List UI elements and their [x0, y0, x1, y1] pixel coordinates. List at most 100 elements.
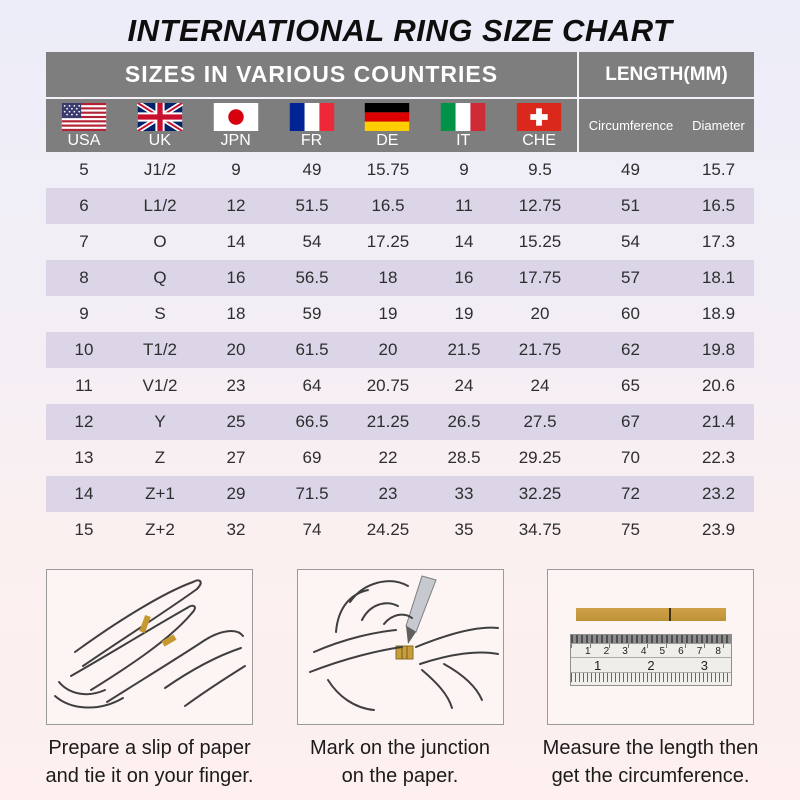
circumference-column-header: Circumference — [588, 118, 674, 133]
caption-line: Measure the length then — [542, 737, 759, 759]
ruler-bottom-scale: 1 2 3 — [571, 657, 731, 673]
caption-line: Prepare a slip of paper — [48, 737, 251, 759]
cell-de: 15.75 — [366, 160, 410, 179]
cell-de: 20.75 — [366, 376, 410, 395]
cell-uk: Z — [154, 448, 166, 467]
uk-flag-icon — [136, 103, 183, 131]
cell-usa: 10 — [74, 340, 94, 359]
cell-usa: 9 — [79, 304, 89, 323]
cell-uk: Z+1 — [145, 484, 175, 503]
ruler-number: 2 — [603, 646, 610, 657]
cell-che: 17.75 — [518, 268, 562, 287]
length-columns: Circumference Diameter — [579, 99, 754, 152]
cell-circumference: 67 — [621, 412, 640, 431]
cell-it: 11 — [455, 196, 473, 215]
cell-fr: 56.5 — [295, 268, 329, 287]
cell-che: 29.25 — [518, 448, 562, 467]
cell-de: 17.25 — [366, 232, 410, 251]
cell-fr: 49 — [302, 160, 322, 179]
cell-jpn: 18 — [226, 304, 246, 323]
table-row: 8 Q 16 56.5 18 16 17.75 57 18.1 — [46, 260, 754, 296]
germany-flag-icon — [365, 103, 410, 131]
pen-icon — [404, 575, 437, 633]
cell-usa: 5 — [79, 160, 89, 179]
japan-flag-icon — [213, 103, 258, 131]
table-row: 9 S 18 59 19 19 20 60 18.9 — [46, 296, 754, 332]
cell-diameter: 18.9 — [701, 304, 736, 323]
cell-diameter: 23.9 — [701, 520, 736, 539]
table-row: 6 L1/2 12 51.5 16.5 11 12.75 51 16.5 — [46, 188, 754, 224]
cell-de: 20 — [378, 340, 398, 359]
cell-jpn: 32 — [226, 520, 246, 539]
cell-de: 23 — [378, 484, 398, 503]
cell-circumference: 72 — [621, 484, 640, 503]
cell-jpn: 25 — [226, 412, 246, 431]
cell-it: 24 — [454, 376, 474, 395]
cell-diameter: 19.8 — [701, 340, 736, 359]
column-label-che: CHE — [522, 132, 556, 149]
cell-usa: 7 — [79, 232, 89, 251]
cell-diameter: 20.6 — [701, 376, 736, 395]
hand-with-paper-slip-illustration — [46, 569, 253, 725]
cell-fr: 69 — [302, 448, 322, 467]
table-section-headers: SIZES IN VARIOUS COUNTRIES LENGTH(MM) — [46, 52, 754, 99]
cell-diameter: 16.5 — [701, 196, 736, 215]
column-label-de: DE — [376, 132, 399, 149]
table-row: 10 T1/2 20 61.5 20 21.5 21.75 62 19.8 — [46, 332, 754, 368]
cell-de: 18 — [378, 268, 398, 287]
cell-jpn: 9 — [231, 160, 241, 179]
cell-usa: 6 — [79, 196, 89, 215]
ring-size-table: SIZES IN VARIOUS COUNTRIES LENGTH(MM) — [46, 52, 754, 548]
cell-diameter: 21.4 — [701, 412, 736, 431]
caption-line: Mark on the junction — [309, 737, 491, 759]
page-title: INTERNATIONAL RING SIZE CHART — [127, 13, 673, 48]
cell-it: 9 — [459, 160, 469, 179]
cell-che: 27.5 — [523, 412, 557, 431]
cell-diameter: 18.1 — [701, 268, 736, 287]
cell-uk: T1/2 — [142, 340, 178, 359]
length-section-header: LENGTH(MM) — [605, 63, 728, 85]
cell-de: 24.25 — [366, 520, 410, 539]
ruler-number: 3 — [700, 657, 708, 673]
instruction-caption-3: Measure the length then get the circumfe… — [543, 734, 759, 790]
table-row: 11 V1/2 23 64 20.75 24 24 65 20.6 — [46, 368, 754, 404]
cell-fr: 51.5 — [295, 196, 329, 215]
cell-fr: 59 — [302, 304, 322, 323]
cell-che: 21.75 — [518, 340, 562, 359]
cell-usa: 13 — [74, 448, 94, 467]
cell-de: 22 — [378, 448, 398, 467]
flag-columns: USA UK — [46, 99, 579, 152]
ruler-number: 7 — [696, 646, 703, 657]
cell-it: 28.5 — [447, 448, 481, 467]
ruler-number: 2 — [647, 657, 655, 673]
cell-it: 33 — [454, 484, 474, 503]
ruler-number: 5 — [659, 646, 666, 657]
instruction-step-1: Prepare a slip of paper and tie it on yo… — [46, 569, 253, 790]
caption-line: get the circumference. — [551, 765, 750, 787]
cell-diameter: 23.2 — [701, 484, 736, 503]
cell-circumference: 65 — [621, 376, 640, 395]
france-flag-icon — [289, 103, 334, 131]
cell-circumference: 49 — [621, 160, 640, 179]
switzerland-flag-icon — [516, 103, 562, 131]
caption-line: on the paper. — [341, 765, 459, 787]
cell-jpn: 29 — [226, 484, 246, 503]
cell-circumference: 70 — [621, 448, 640, 467]
cell-diameter: 22.3 — [701, 448, 736, 467]
cell-fr: 61.5 — [295, 340, 329, 359]
cell-che: 9.5 — [528, 160, 552, 179]
cell-che: 15.25 — [518, 232, 562, 251]
cell-circumference: 51 — [621, 196, 640, 215]
cell-che: 32.25 — [518, 484, 562, 503]
junction-mark-icon — [669, 608, 671, 621]
cell-jpn: 16 — [226, 268, 246, 287]
cell-it: 14 — [454, 232, 474, 251]
cell-it: 26.5 — [447, 412, 481, 431]
ruler-number: 1 — [585, 646, 591, 657]
cell-uk: L1/2 — [143, 196, 177, 215]
cell-uk: Q — [153, 268, 167, 287]
column-header-che: CHE — [501, 99, 577, 152]
